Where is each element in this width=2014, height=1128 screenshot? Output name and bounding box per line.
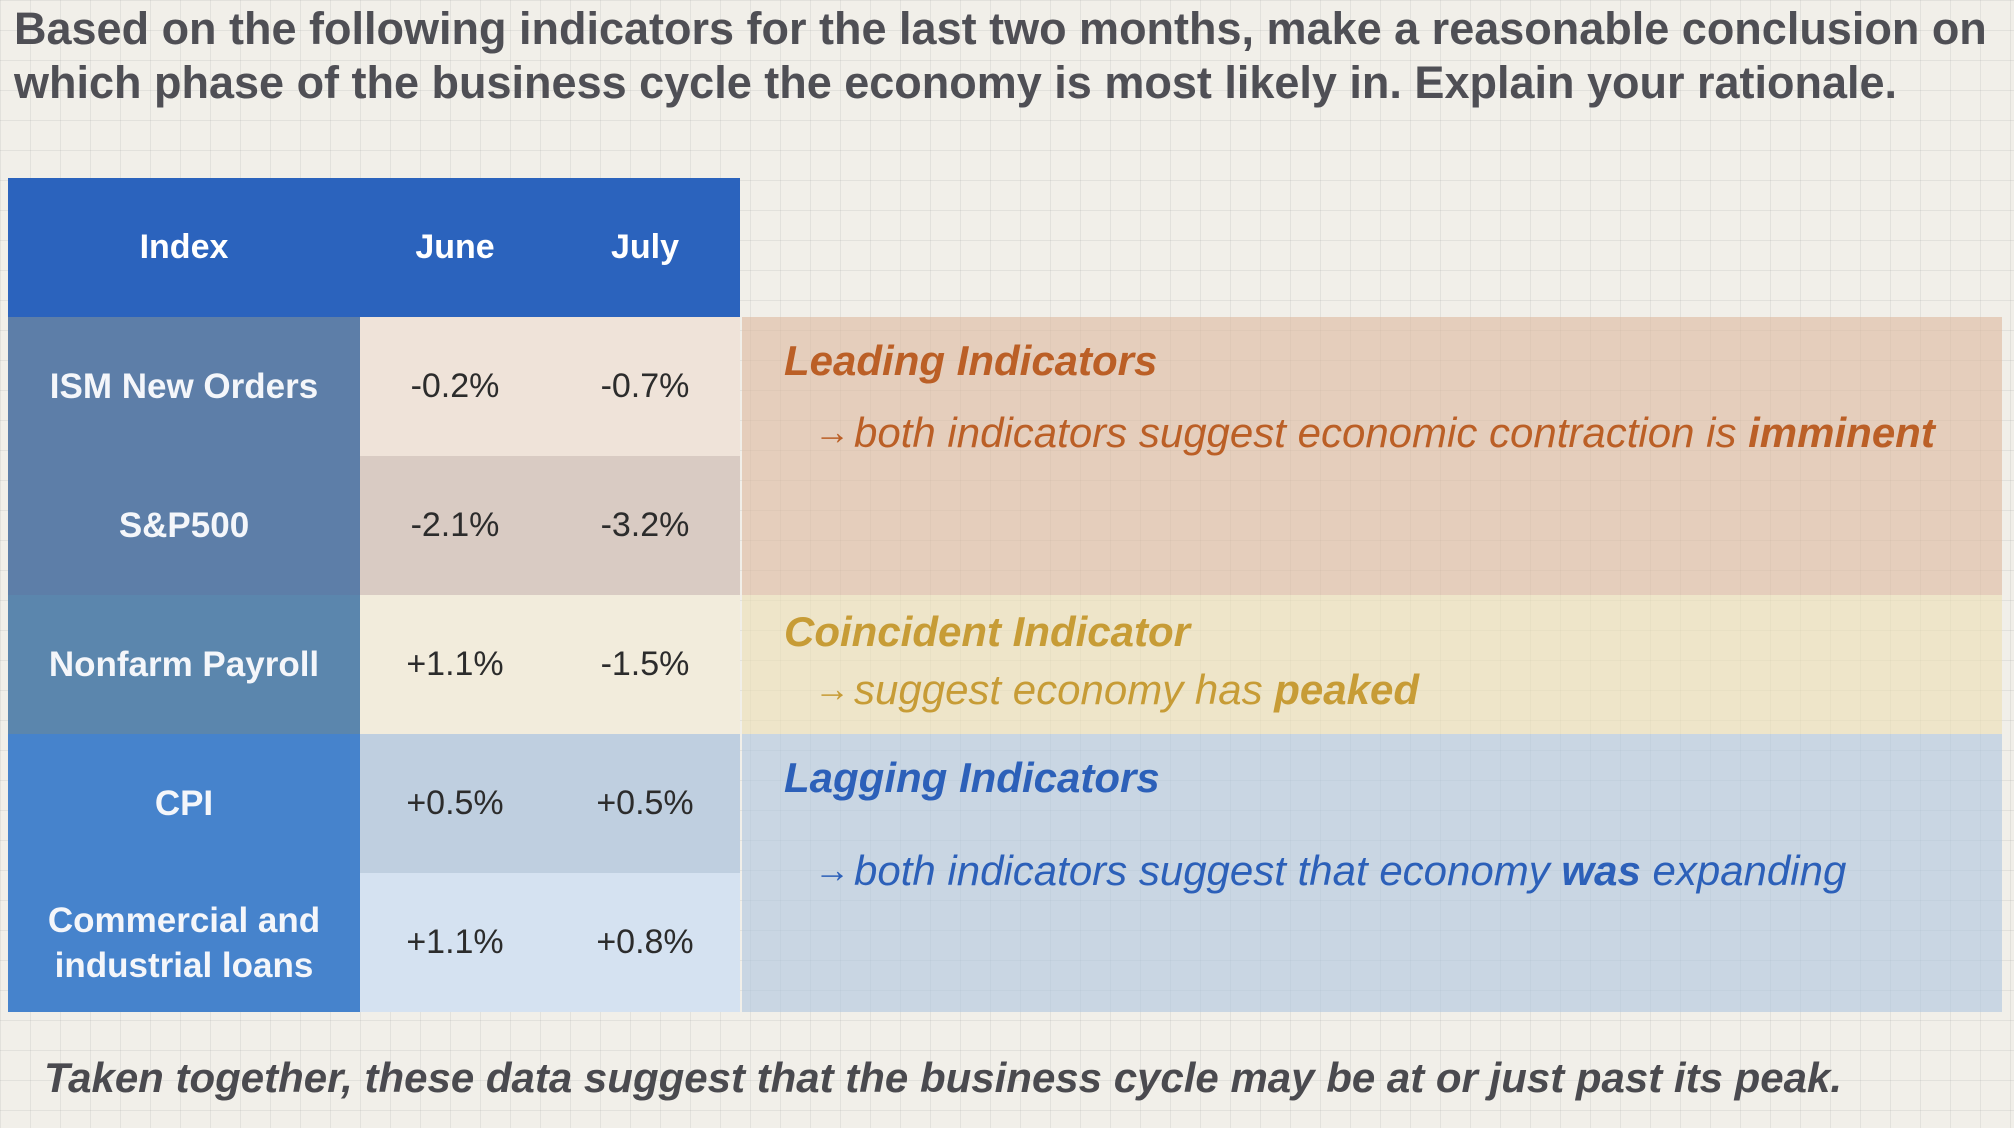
lagging-note-tail: expanding — [1641, 847, 1847, 894]
header-june: June — [360, 178, 550, 317]
july-value: -3.2% — [550, 456, 740, 595]
row-index-label: S&P500 — [8, 456, 360, 595]
conclusion-text: Taken together, these data suggest that … — [44, 1054, 1842, 1102]
june-value: +1.1% — [360, 873, 550, 1012]
leading-note-emphasis: imminent — [1748, 409, 1935, 456]
june-value: +0.5% — [360, 734, 550, 873]
leading-indicators-panel: Leading Indicators →both indicators sugg… — [742, 317, 2002, 595]
june-value: +1.1% — [360, 595, 550, 734]
table-header-row: Index June July — [8, 178, 740, 317]
leading-note-text: both indicators suggest economic contrac… — [854, 409, 1748, 456]
row-index-label: CPI — [8, 734, 360, 873]
lagging-note-emphasis: was — [1561, 847, 1640, 894]
table-row: Commercial and industrial loans +1.1% +0… — [8, 873, 740, 1012]
leading-indicators-title: Leading Indicators — [784, 337, 1157, 385]
july-value: -1.5% — [550, 595, 740, 734]
coincident-note-emphasis: peaked — [1274, 666, 1419, 713]
coincident-indicator-note: →suggest economy has peaked — [814, 666, 1419, 714]
july-value: +0.5% — [550, 734, 740, 873]
table-row: Nonfarm Payroll +1.1% -1.5% — [8, 595, 740, 734]
lagging-indicators-note: →both indicators suggest that economy wa… — [814, 847, 1846, 895]
arrow-right-icon: → — [814, 849, 850, 891]
question-text: Based on the following indicators for th… — [14, 2, 2004, 110]
coincident-indicator-title: Coincident Indicator — [784, 608, 1190, 656]
july-value: +0.8% — [550, 873, 740, 1012]
lagging-note-text: both indicators suggest that economy — [854, 847, 1561, 894]
lagging-indicators-panel: Lagging Indicators →both indicators sugg… — [742, 734, 2002, 1012]
june-value: -2.1% — [360, 456, 550, 595]
coincident-indicator-panel: Coincident Indicator →suggest economy ha… — [742, 595, 2002, 734]
coincident-note-text: suggest economy has — [854, 666, 1274, 713]
table-row: ISM New Orders -0.2% -0.7% — [8, 317, 740, 456]
arrow-right-icon: → — [814, 668, 850, 710]
row-index-label: ISM New Orders — [8, 317, 360, 456]
row-index-label: Commercial and industrial loans — [8, 873, 360, 1012]
june-value: -0.2% — [360, 317, 550, 456]
table-row: S&P500 -2.1% -3.2% — [8, 456, 740, 595]
july-value: -0.7% — [550, 317, 740, 456]
header-index: Index — [8, 178, 360, 317]
row-index-label: Nonfarm Payroll — [8, 595, 360, 734]
lagging-indicators-title: Lagging Indicators — [784, 754, 1160, 802]
leading-indicators-note: →both indicators suggest economic contra… — [814, 409, 1935, 457]
arrow-right-icon: → — [814, 411, 850, 453]
header-july: July — [550, 178, 740, 317]
table-row: CPI +0.5% +0.5% — [8, 734, 740, 873]
indicators-table: Index June July ISM New Orders -0.2% -0.… — [8, 178, 740, 1012]
